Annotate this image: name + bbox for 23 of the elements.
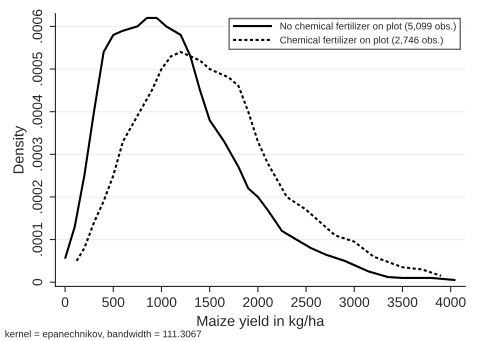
x-tick-label: 3000 xyxy=(339,297,370,308)
x-tick-label: 4000 xyxy=(436,297,466,308)
x-tick-label: 1000 xyxy=(147,297,176,308)
text: kernel = epanechnikov, bandwidth = 111.3067 xyxy=(5,330,202,340)
y-axis-title: Density xyxy=(12,126,27,174)
x-tick-label: 2000 xyxy=(243,297,273,308)
y-tick-label: 0 xyxy=(32,278,42,286)
legend-label: Chemical fertilizer on plot (2,746 obs.) xyxy=(280,36,443,46)
x-axis-title: Maize yield in kg/ha xyxy=(197,315,324,329)
y-tick-label: .0006 xyxy=(32,10,42,43)
y-tick-label: .0003 xyxy=(32,138,42,170)
x-tick-label: 1500 xyxy=(195,297,225,308)
y-tick-label: .0004 xyxy=(32,94,42,128)
y-tick-label: .0001 xyxy=(32,222,42,256)
line-series xyxy=(76,50,442,277)
x-tick-label: 500 xyxy=(102,297,124,308)
y-tick-label: .0002 xyxy=(32,180,42,214)
legend-label: No chemical fertilizer on plot (5,099 obs.) xyxy=(280,22,456,32)
x-tick-label: 0 xyxy=(62,297,68,308)
y-tick-label: .0005 xyxy=(32,52,42,86)
x-tick-label: 2500 xyxy=(291,297,321,308)
x-tick-label: 3500 xyxy=(388,297,418,308)
line-series xyxy=(64,16,457,282)
